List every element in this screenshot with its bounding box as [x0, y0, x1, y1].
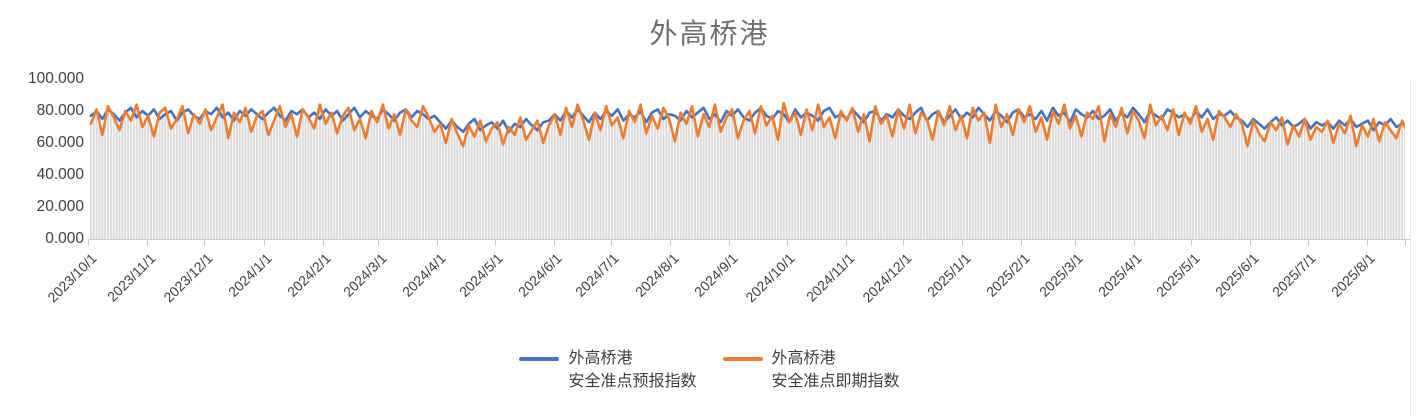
x-axis-tick-label: 2024/12/1 — [858, 250, 915, 306]
x-axis-tick-label: 2024/2/1 — [284, 250, 335, 300]
x-axis-tick-label: 2025/2/1 — [982, 250, 1033, 300]
x-axis-tick — [610, 240, 612, 246]
x-axis-tick — [1074, 240, 1076, 246]
x-axis-tick-label: 2024/1/1 — [225, 250, 275, 300]
x-axis-tick-label: 2025/6/1 — [1211, 250, 1262, 300]
x-axis-tick — [903, 240, 904, 246]
x-axis-tick — [494, 240, 496, 246]
plot-area[interactable] — [88, 79, 1405, 239]
x-axis-tick-label: 2023/12/1 — [160, 250, 216, 306]
y-axis-tick-label: 0.000 — [45, 230, 84, 247]
x-axis-tick — [845, 240, 847, 246]
legend-label-spot: 外高桥港 安全准点即期指数 — [771, 350, 900, 390]
spot-line-swatch-icon — [722, 357, 763, 361]
y-axis-tick-label: 80.000 — [36, 102, 84, 119]
x-axis-tick-label: 2024/6/1 — [515, 250, 566, 300]
forecast-line-swatch-icon — [519, 357, 560, 361]
x-axis-tick-label: 2024/4/1 — [398, 250, 449, 300]
x-axis-tick — [962, 240, 964, 246]
x-axis-tick — [204, 240, 206, 246]
x-axis-tick — [1250, 240, 1252, 246]
x-axis-tick-label: 2024/10/1 — [742, 250, 798, 306]
background-bars — [89, 103, 1405, 239]
x-axis-tick-label: 2024/9/1 — [690, 250, 741, 300]
plot-canvas — [89, 101, 1405, 239]
x-axis-tick — [1366, 240, 1368, 246]
legend-item-spot[interactable]: 外高桥港 安全准点即期指数 — [722, 347, 900, 393]
x-axis-tick — [1307, 240, 1309, 246]
legend-label-forecast: 外高桥港 安全准点预报指数 — [568, 350, 697, 390]
x-axis-tick — [263, 240, 265, 246]
x-axis-tick-label: 2025/7/1 — [1269, 250, 1319, 300]
x-axis-tick — [88, 240, 89, 246]
chart-title[interactable]: 外高桥港 — [649, 18, 770, 49]
x-axis-tick — [553, 240, 555, 246]
x-axis-tick — [378, 240, 380, 246]
series-line-1 — [89, 101, 1405, 148]
legend-item-forecast[interactable]: 外高桥港 安全准点预报指数 — [519, 347, 697, 393]
y-axis-tick-label: 40.000 — [36, 166, 84, 183]
x-axis-tick-label: 2025/8/1 — [1328, 250, 1379, 300]
x-axis-tick — [1405, 240, 1406, 246]
x-axis-tick — [1021, 240, 1023, 246]
y-axis: 0.000 20.000 40.000 60.000 80.000 100.000 — [0, 0, 84, 260]
x-axis-tick — [1191, 240, 1193, 246]
x-axis-tick-label: 2024/5/1 — [456, 250, 506, 300]
x-axis-tick — [729, 240, 731, 246]
x-axis-tick-label: 2024/11/1 — [802, 250, 858, 305]
x-axis-tick-label: 2025/4/1 — [1095, 250, 1146, 300]
x-axis-tick-label: 2023/11/1 — [103, 250, 159, 305]
x-axis-tick — [670, 240, 672, 246]
x-axis-tick — [786, 240, 788, 246]
x-axis-tick — [147, 240, 149, 246]
y-axis-tick-label: 60.000 — [36, 134, 84, 151]
x-axis-tick-label: 2025/3/1 — [1036, 250, 1087, 300]
x-axis-tick-label: 2025/1/1 — [923, 250, 974, 300]
legend: 外高桥港 安全准点预报指数 外高桥港 安全准点即期指数 — [0, 347, 1419, 393]
x-axis: 2023/10/1 2023/11/1 2023/12/1 2024/1/1 2024/… — [0, 0, 1419, 305]
x-axis-tick-label: 2024/7/1 — [572, 250, 623, 300]
right-gridline — [1410, 79, 1411, 416]
x-axis-tick — [1133, 240, 1135, 246]
x-axis-tick — [322, 240, 324, 246]
x-axis-tick-label: 2024/3/1 — [339, 250, 390, 300]
x-axis-tick — [437, 240, 439, 246]
y-axis-tick-label: 20.000 — [36, 198, 84, 215]
x-axis-line — [88, 239, 1411, 240]
y-axis-tick-label: 100.000 — [27, 70, 84, 87]
x-axis-tick-label: 2024/8/1 — [631, 250, 682, 300]
x-axis-tick-label: 2025/5/1 — [1152, 250, 1203, 300]
